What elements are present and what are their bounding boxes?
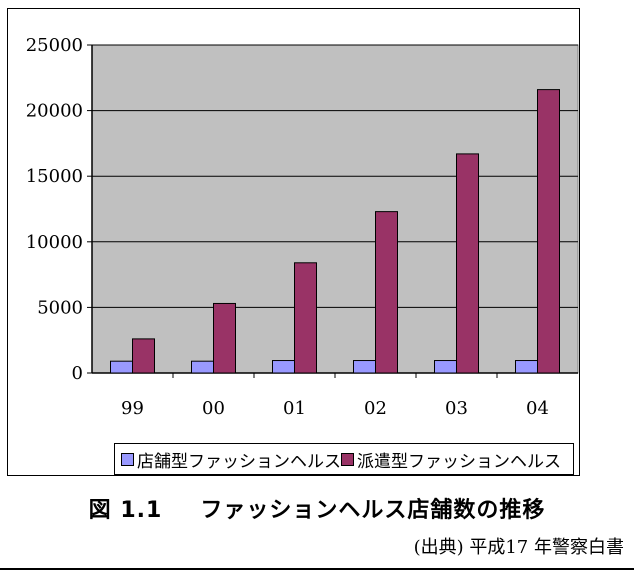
- x-tick-label: 99: [121, 398, 144, 419]
- x-tick-label: 03: [445, 398, 468, 419]
- bar-storefront: [515, 360, 538, 374]
- x-tick-label: 00: [202, 398, 225, 419]
- legend-item-delivery: 派遣型ファッションヘルス: [341, 447, 561, 472]
- legend-label-delivery: 派遣型ファッションヘルス: [357, 451, 561, 472]
- bar-delivery: [375, 211, 398, 374]
- bar-storefront: [272, 360, 295, 374]
- divider-line: [0, 568, 634, 570]
- legend-swatch-delivery: [341, 452, 354, 466]
- y-tick-label: 10000: [26, 232, 83, 253]
- figure-title: ファッションヘルス店舗数の推移: [200, 498, 546, 523]
- bar-delivery: [537, 89, 560, 374]
- figure-number: 図 1.1: [88, 498, 163, 523]
- chart-frame: 0 5000 10000 15000 20000 25000 99 00 01 02 03 04 店舗…: [7, 8, 580, 476]
- y-tick-label: 0: [72, 363, 83, 384]
- bar-storefront: [191, 360, 214, 374]
- legend-swatch-storefront: [121, 452, 134, 466]
- y-tick-label: 5000: [37, 297, 83, 318]
- bar-storefront: [353, 360, 376, 374]
- y-tick-label: 25000: [26, 35, 83, 56]
- legend-label-storefront: 店舗型ファッションヘルス: [137, 451, 341, 472]
- y-tick-label: 20000: [26, 101, 83, 122]
- x-tick-label: 01: [283, 398, 306, 419]
- x-tick-label: 02: [364, 398, 387, 419]
- x-tick-label: 04: [526, 398, 549, 419]
- figure-caption: 図 1.1 ファッションヘルス店舗数の推移: [0, 492, 634, 524]
- bar-delivery: [213, 302, 236, 374]
- source-note: (出典) 平成17 年警察白書: [413, 537, 624, 558]
- legend-item-storefront: 店舗型ファッションヘルス: [121, 447, 341, 472]
- bar-storefront: [110, 360, 133, 374]
- bar-storefront: [434, 360, 457, 374]
- bar-chart: 0 5000 10000 15000 20000 25000 99 00 01 02 03 04: [26, 35, 579, 419]
- bar-delivery: [456, 153, 479, 374]
- chart-legend: 店舗型ファッションヘルス 派遣型ファッションヘルス: [114, 443, 574, 475]
- plot-area: [91, 44, 579, 374]
- bar-delivery: [294, 262, 317, 374]
- y-tick-label: 15000: [26, 166, 83, 187]
- bar-delivery: [132, 338, 155, 374]
